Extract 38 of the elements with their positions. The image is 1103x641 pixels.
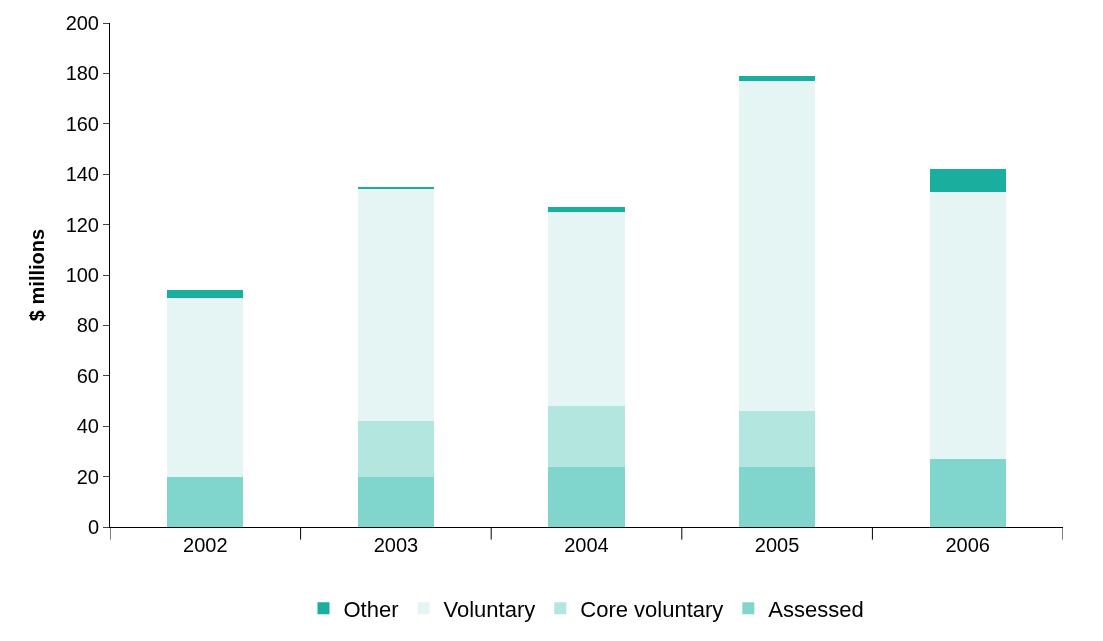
y-tick-label: 80	[76, 314, 99, 337]
bar	[548, 212, 625, 407]
bar	[738, 411, 816, 467]
bar	[738, 466, 816, 527]
y-tick-label: 60	[76, 364, 99, 387]
y-tick-label: 20	[76, 465, 99, 488]
y-tick-label: 140	[65, 163, 99, 186]
bar	[167, 297, 244, 477]
bar	[738, 80, 816, 412]
bar	[357, 476, 435, 527]
x-tick-label: 2005	[754, 534, 800, 556]
y-tick-label: 200	[65, 12, 99, 34]
x-tick-label: 2006	[945, 534, 990, 556]
bar	[167, 476, 244, 527]
x-tick-label: 2004	[564, 534, 609, 556]
bar	[548, 406, 625, 467]
legend-label: Other	[343, 596, 399, 622]
bar	[929, 169, 1006, 192]
y-tick-label: 180	[65, 62, 99, 85]
bar	[548, 466, 625, 527]
x-tick-label: 2003	[373, 534, 419, 556]
bar	[357, 189, 435, 422]
y-axis-title: $ millions	[26, 228, 49, 322]
legend-label: Voluntary	[443, 596, 536, 622]
y-tick-label: 40	[76, 415, 99, 438]
bar	[357, 421, 435, 477]
bar	[738, 75, 816, 81]
legend-label: Assessed	[768, 596, 864, 622]
y-tick-label: 0	[87, 516, 99, 538]
bar	[929, 191, 1006, 459]
bar	[548, 206, 625, 212]
y-tick-label: 120	[65, 213, 99, 236]
legend-label: Core voluntary	[580, 596, 724, 622]
y-tick-label: 100	[65, 264, 99, 286]
bar	[929, 458, 1006, 527]
bar	[167, 290, 244, 298]
x-tick-label: 2002	[183, 534, 228, 556]
y-tick-label: 160	[65, 112, 99, 135]
